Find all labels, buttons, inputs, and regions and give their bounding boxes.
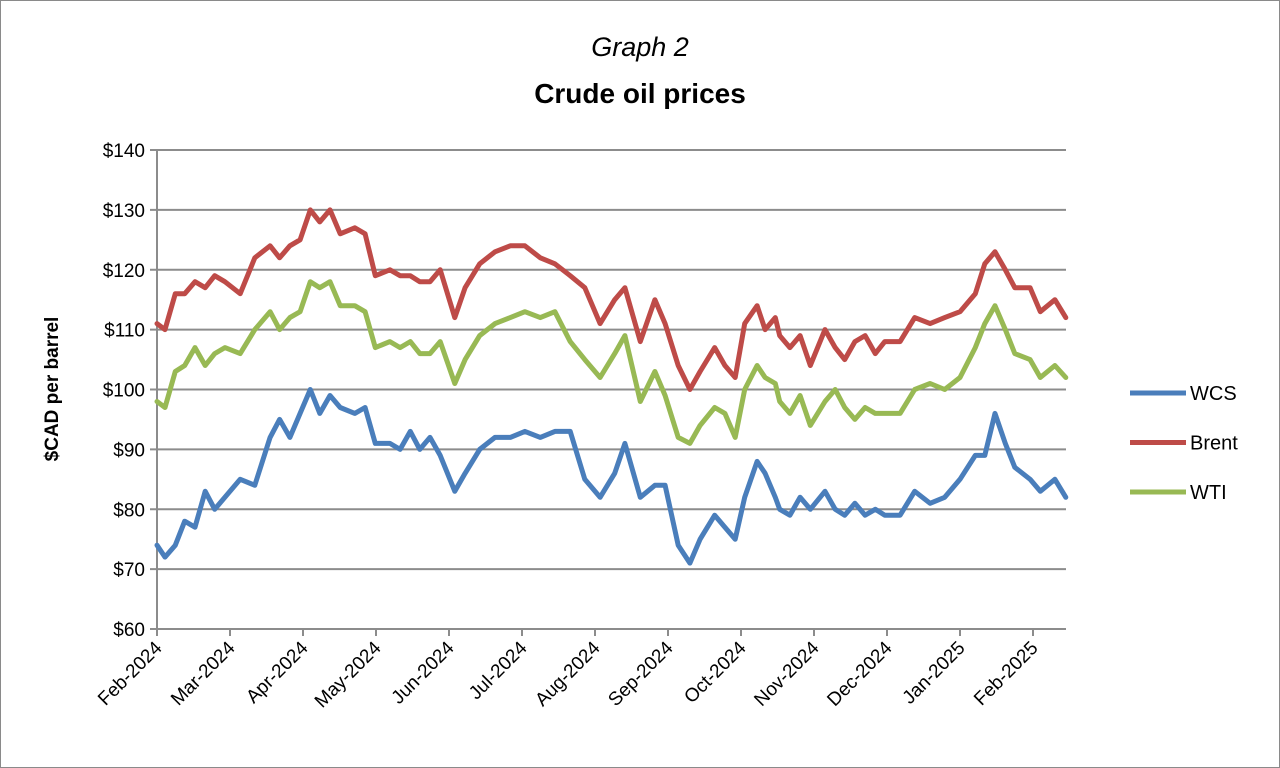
x-tick-label: Jun-2024	[388, 637, 459, 708]
x-tick-label: Sep-2024	[604, 637, 677, 710]
y-tick-label: $110	[104, 321, 145, 342]
y-axis-label: $CAD per barrel	[42, 317, 63, 462]
x-tick-label: Dec-2024	[823, 637, 896, 710]
x-tick-label: Apr-2024	[242, 637, 312, 707]
series-line-wcs	[154, 387, 1069, 566]
x-tick-label: Nov-2024	[750, 637, 823, 710]
x-tick-label: May-2024	[311, 637, 386, 712]
x-tick-label: Feb-2024	[94, 637, 167, 710]
y-tick-label: $90	[113, 440, 145, 461]
y-tick-label: $120	[103, 261, 145, 282]
x-tick-label: Mar-2024	[167, 637, 240, 710]
x-tick-label: Aug-2024	[531, 637, 604, 710]
chart-subtitle: Crude oil prices	[534, 78, 746, 109]
legend-label-wcs: WCS	[1190, 383, 1237, 405]
y-tick-label: $60	[113, 620, 145, 641]
legend-label-brent: Brent	[1190, 433, 1238, 455]
series-line-brent	[154, 207, 1069, 392]
x-tick-label: Jul-2024	[465, 637, 532, 704]
x-tick-label: Jan-2025	[899, 638, 970, 709]
series-line-wti	[154, 279, 1069, 446]
y-tick-label: $130	[103, 201, 145, 222]
y-tick-label: $140	[103, 141, 145, 162]
y-tick-label: $80	[113, 500, 145, 521]
y-tick-label: $70	[113, 560, 145, 581]
x-tick-label: Oct-2024	[680, 637, 750, 707]
chart-title: Graph 2	[591, 32, 689, 62]
y-tick-label: $100	[103, 381, 145, 402]
legend-label-wti: WTI	[1190, 482, 1227, 504]
x-tick-label: Feb-2025	[970, 638, 1042, 710]
